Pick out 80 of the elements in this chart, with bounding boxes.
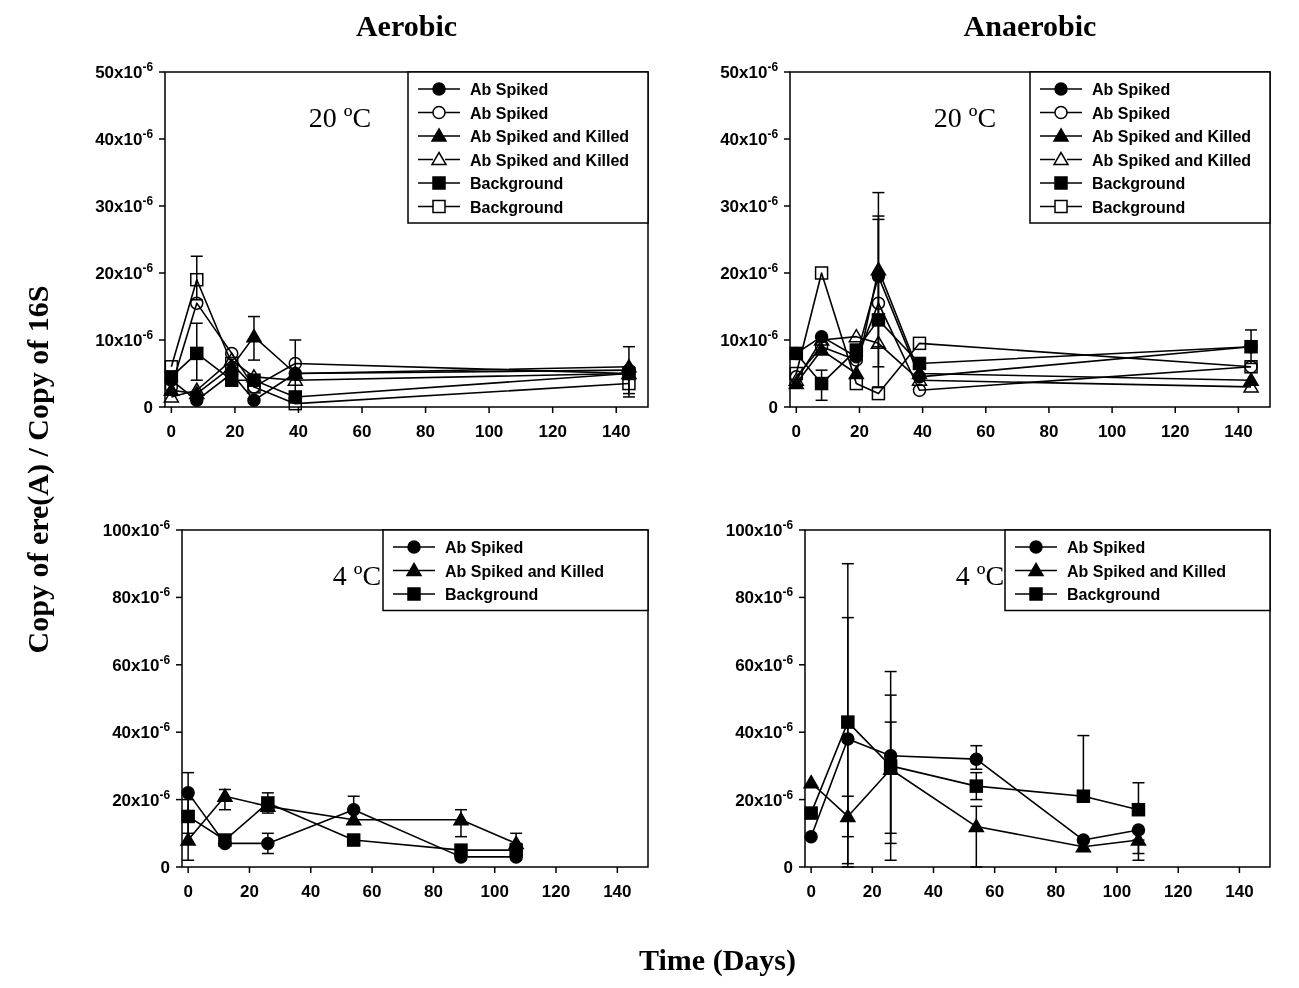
y-tick-label: 80x10$^{-6}$ (112, 585, 171, 608)
legend-label: Ab Spiked and Killed (445, 562, 605, 580)
y-tick-label: 30x10$^{-6}$ (720, 194, 779, 216)
x-tick-label: 140 (1225, 882, 1254, 901)
x-tick-label: 140 (603, 882, 632, 901)
x-tick-label: 80 (416, 422, 436, 441)
x-tick-label: 60 (976, 422, 996, 441)
x-tick-label: 120 (541, 882, 571, 901)
legend-label: Ab Spiked (470, 81, 549, 98)
annotation: 4 ºC (332, 560, 382, 591)
x-tick-label: 40 (301, 882, 321, 901)
y-tick-label: 0 (160, 858, 170, 877)
x-tick-label: 80 (423, 882, 443, 901)
legend-label: Background (470, 175, 564, 192)
x-tick-label: 40 (289, 422, 308, 441)
x-tick-label: 20 (850, 422, 869, 441)
legend-label: Background (470, 198, 564, 216)
x-tick-label: 120 (1164, 882, 1193, 901)
x-tick-label: 40 (913, 422, 933, 441)
y-tick-label: 10x10$^{-6}$ (720, 328, 779, 350)
x-tick-label: 140 (602, 422, 631, 441)
y-tick-label: 80x10$^{-6}$ (735, 585, 794, 608)
legend-label: Background (1067, 586, 1161, 603)
x-tick-label: 100 (474, 422, 504, 441)
x-tick-label: 0 (806, 882, 816, 901)
legend-label: Ab Spiked and Killed (1067, 562, 1227, 580)
y-tick-label: 20x10$^{-6}$ (720, 261, 779, 283)
legend-label: Background (445, 586, 539, 603)
annotation: 20 ºC (933, 102, 997, 133)
y-tick-label: 50x10$^{-6}$ (720, 60, 779, 82)
x-axis-title: Time (Days) (639, 943, 796, 977)
chart-title: Anaerobic (963, 9, 1097, 42)
legend-label: Ab Spiked and Killed (470, 151, 630, 169)
legend-label: Ab Spiked (445, 539, 524, 556)
y-axis-title: Copy of ere(A) / Copy of 16S (21, 285, 55, 654)
y-tick-label: 60x10$^{-6}$ (735, 652, 794, 675)
x-tick-label: 40 (924, 882, 943, 901)
legend-label: Background (1092, 175, 1186, 192)
legend-label: Ab Spiked (1092, 104, 1171, 122)
x-tick-label: 0 (183, 882, 193, 901)
annotation: 20 ºC (308, 102, 372, 133)
annotation: 4 ºC (955, 560, 1005, 591)
x-tick-label: 100 (480, 882, 509, 901)
x-tick-label: 20 (225, 422, 245, 441)
legend-label: Ab Spiked and Killed (1092, 151, 1252, 169)
y-tick-label: 50x10$^{-6}$ (95, 60, 154, 82)
x-tick-label: 20 (862, 882, 882, 901)
y-tick-label: 30x10$^{-6}$ (95, 194, 154, 216)
x-tick-label: 60 (985, 882, 1005, 901)
y-tick-label: 0 (143, 398, 153, 417)
x-tick-label: 100 (1102, 882, 1132, 901)
x-tick-label: 120 (1161, 422, 1190, 441)
x-tick-label: 60 (352, 422, 372, 441)
y-tick-label: 60x10$^{-6}$ (112, 652, 171, 675)
x-tick-label: 140 (1224, 422, 1253, 441)
y-tick-label: 20x10$^{-6}$ (735, 787, 794, 810)
chart-title: Aerobic (355, 9, 458, 42)
x-tick-label: 80 (1039, 422, 1059, 441)
y-tick-label: 0 (783, 858, 793, 877)
legend-label: Ab Spiked (1067, 539, 1146, 556)
x-tick-label: 20 (239, 882, 259, 901)
y-tick-label: 100x10$^{-6}$ (725, 518, 794, 540)
legend-label: Ab Spiked and Killed (1092, 128, 1252, 145)
legend-label: Ab Spiked (1092, 81, 1171, 98)
x-tick-label: 80 (1046, 882, 1066, 901)
x-tick-label: 100 (1097, 422, 1127, 441)
y-tick-label: 40x10$^{-6}$ (95, 127, 154, 149)
y-tick-label: 100x10$^{-6}$ (102, 518, 171, 540)
y-tick-label: 40x10$^{-6}$ (112, 720, 171, 743)
y-tick-label: 40x10$^{-6}$ (735, 720, 794, 743)
legend-label: Background (1092, 198, 1186, 216)
y-tick-label: 10x10$^{-6}$ (95, 328, 154, 350)
y-tick-label: 20x10$^{-6}$ (112, 787, 171, 810)
y-tick-label: 0 (768, 398, 778, 417)
legend-label: Ab Spiked (470, 104, 549, 122)
legend-label: Ab Spiked and Killed (470, 128, 630, 145)
x-tick-label: 120 (538, 422, 567, 441)
x-tick-label: 60 (362, 882, 382, 901)
y-tick-label: 40x10$^{-6}$ (720, 127, 779, 149)
y-tick-label: 20x10$^{-6}$ (95, 261, 154, 283)
